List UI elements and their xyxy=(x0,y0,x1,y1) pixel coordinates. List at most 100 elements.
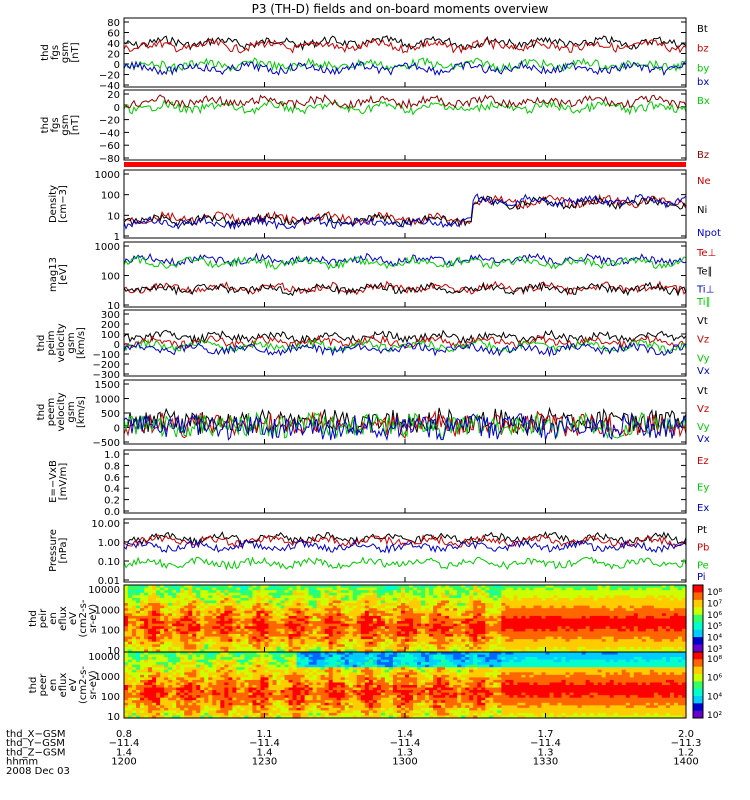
panel-9-ytick: 100 xyxy=(101,626,120,637)
panel-7-ytick: 0.2 xyxy=(104,496,120,507)
panel-9-ylabel-5: (cm2-s- xyxy=(78,599,89,637)
series-Te⊥ xyxy=(123,280,687,296)
panel-4-frame xyxy=(123,241,687,308)
panel-1-ytick: 40 xyxy=(107,39,120,50)
panel-5-ylabel-1: peim xyxy=(46,330,57,355)
panel-5-ytick: 100 xyxy=(101,330,120,341)
ephemeris-table: thd_X−GSM 0.8 1.1 1.4 1.7 2.0 thd_Y−GSM −11.4 −1… xyxy=(6,729,701,777)
panel-8-ytick: 1.00 xyxy=(98,538,120,549)
flag-bar xyxy=(124,162,686,167)
panel-2-ylabel-3: [nT] xyxy=(70,115,81,135)
panel-10-ytick: 10 xyxy=(107,712,120,723)
legend-Vz: Vz xyxy=(697,404,709,415)
panel-1-ytick: 0 xyxy=(114,60,120,71)
panel-6: thd peem velocity gsm [km/s] 1500 1000 500 0 −500… xyxy=(36,379,710,449)
ephemeris-value: −11.3 xyxy=(671,738,702,749)
colorbar-1-tick: 10⁸ xyxy=(707,588,722,598)
panel-2-ylabel-2: gsm xyxy=(60,114,71,135)
series-Pt xyxy=(123,531,687,546)
panel-3-ylabel-1: [cm−3] xyxy=(58,185,69,223)
panel-2-ytick: −80 xyxy=(99,154,120,165)
panel-6-ylabel-1: peem xyxy=(46,398,57,426)
panel-10-spectrogram xyxy=(124,652,687,719)
legend-Bz: Bz xyxy=(697,150,709,161)
series-Pe xyxy=(123,556,687,571)
legend-Bx: Bx xyxy=(697,96,710,107)
panel-1-ylabel-1: fgs xyxy=(50,45,61,60)
panel-7-ylabel-1: [mV/m] xyxy=(58,463,69,501)
panel-3: Density [cm−3] 1000 100 10 1 Ne Ni Npot xyxy=(48,169,721,243)
legend-Vz: Vz xyxy=(697,335,709,346)
panel-1-ylabel-2: gsm xyxy=(60,42,71,63)
panel-2-ytick: −60 xyxy=(99,141,120,152)
panel-1-ytick: 20 xyxy=(107,50,120,61)
legend-Ni: Ni xyxy=(697,205,707,216)
panel-10-ylabel-6: sr-eV) xyxy=(88,670,99,699)
panel-4-ytick: 1000 xyxy=(95,242,120,253)
panel-4-ylabel-0: mag13 xyxy=(48,257,59,292)
panel-7: E=−VxB [mV/m] 1.00.80.60.40.20.0 Ez Ey Ex xyxy=(48,449,709,518)
panel-5: thd peim velocity gsm [km/s] 3002001000−100−2… xyxy=(36,309,710,381)
ephemeris-value: 1200 xyxy=(111,757,136,768)
legend-Ey: Ey xyxy=(697,483,709,494)
series-Vx xyxy=(123,341,687,358)
panel-9-ytick: 10 xyxy=(107,646,120,657)
panel-9-ylabel-3: eflux xyxy=(58,606,69,631)
ephemeris-value: −11.4 xyxy=(109,738,140,749)
panel-10-ylabel-5: (cm2-s- xyxy=(78,666,89,704)
panel-6-ylabel-3: gsm xyxy=(66,401,77,422)
panel-2-ytick: −20 xyxy=(99,116,120,127)
legend-by: by xyxy=(697,63,709,74)
panel-9: thd peir en eflux eV (cm2-s-sr-eV) 10000 1000 10… xyxy=(28,584,687,657)
panel-8-ytick: 0.10 xyxy=(98,557,120,568)
panel-8-ylabel-1: [nPa] xyxy=(58,537,69,563)
colorbar-1-tick: 10⁵ xyxy=(707,622,722,632)
panel-3-ytick: 10 xyxy=(107,211,120,222)
panel-5-ytick: 0 xyxy=(114,340,120,351)
panel-2: thd fgs gsm [nT] 20 0 −20−40 −60 −80 Bx Bz xyxy=(40,89,710,165)
series-Te∥ xyxy=(123,281,687,297)
panel-9-spectrogram xyxy=(124,585,687,653)
colorbar-2-tick: 10² xyxy=(707,711,722,721)
colorbar-1-tick: 10⁶ xyxy=(707,611,722,621)
colorbar-1-tick: 10⁷ xyxy=(707,599,722,609)
ephemeris-value: −11.4 xyxy=(249,738,280,749)
panel-9-ylabel-1: peir xyxy=(38,608,49,628)
series-Ti⊥ xyxy=(123,252,687,268)
panel-3-ylabel-0: Density xyxy=(48,185,59,223)
panel-6-ylabel-0: thd xyxy=(36,404,47,421)
panel-6-ytick: 500 xyxy=(101,409,120,420)
panel-5-ylabel-2: velocity xyxy=(56,323,67,362)
panel-6-ytick: −500 xyxy=(93,438,120,449)
colorbar-1-tick: 10⁴ xyxy=(707,634,722,644)
panel-6-ylabel-4: [km/s] xyxy=(76,396,87,428)
panel-3-ytick: 100 xyxy=(101,191,120,202)
panel-2-ytick: 0 xyxy=(114,103,120,114)
panel-6-frame xyxy=(123,379,687,445)
ephemeris-label: thd_Y−GSM xyxy=(6,738,65,749)
legend-Vy: Vy xyxy=(697,353,710,364)
legend-Pe: Pe xyxy=(697,560,709,571)
panel-6-ylabel-2: velocity xyxy=(56,392,67,431)
legend-Pi: Pi xyxy=(697,572,706,583)
panel-7-ytick: 0.4 xyxy=(104,484,120,495)
panel-9-ylabel-6: sr-eV) xyxy=(88,604,99,633)
panel-2-ylabel-1: fgs xyxy=(50,117,61,132)
panel-4-ylabel-1: [eV] xyxy=(58,264,69,285)
panel-8-ytick: 10.00 xyxy=(91,519,120,530)
panel-6-ytick: 1500 xyxy=(95,380,120,391)
legend-Pt: Pt xyxy=(697,525,707,536)
panel-10-ylabel-4: eV xyxy=(68,678,79,691)
legend-Ez: Ez xyxy=(697,456,709,467)
legend-Ex: Ex xyxy=(697,503,709,514)
ephemeris-value: −11.4 xyxy=(390,738,421,749)
panel-1-ylabel-3: [nT] xyxy=(70,42,81,62)
panel-7-ytick: 1.0 xyxy=(104,450,120,461)
panel-10: thd peer en eflux eV (cm2-s-sr-eV) 10000 1000 10… xyxy=(28,651,687,723)
legend-Vx: Vx xyxy=(697,434,710,445)
ephemeris-value: 0.8 xyxy=(116,729,132,740)
ephemeris-label: thd_Z−GSM xyxy=(6,747,66,758)
panel-9-ylabel-4: eV xyxy=(68,612,79,625)
